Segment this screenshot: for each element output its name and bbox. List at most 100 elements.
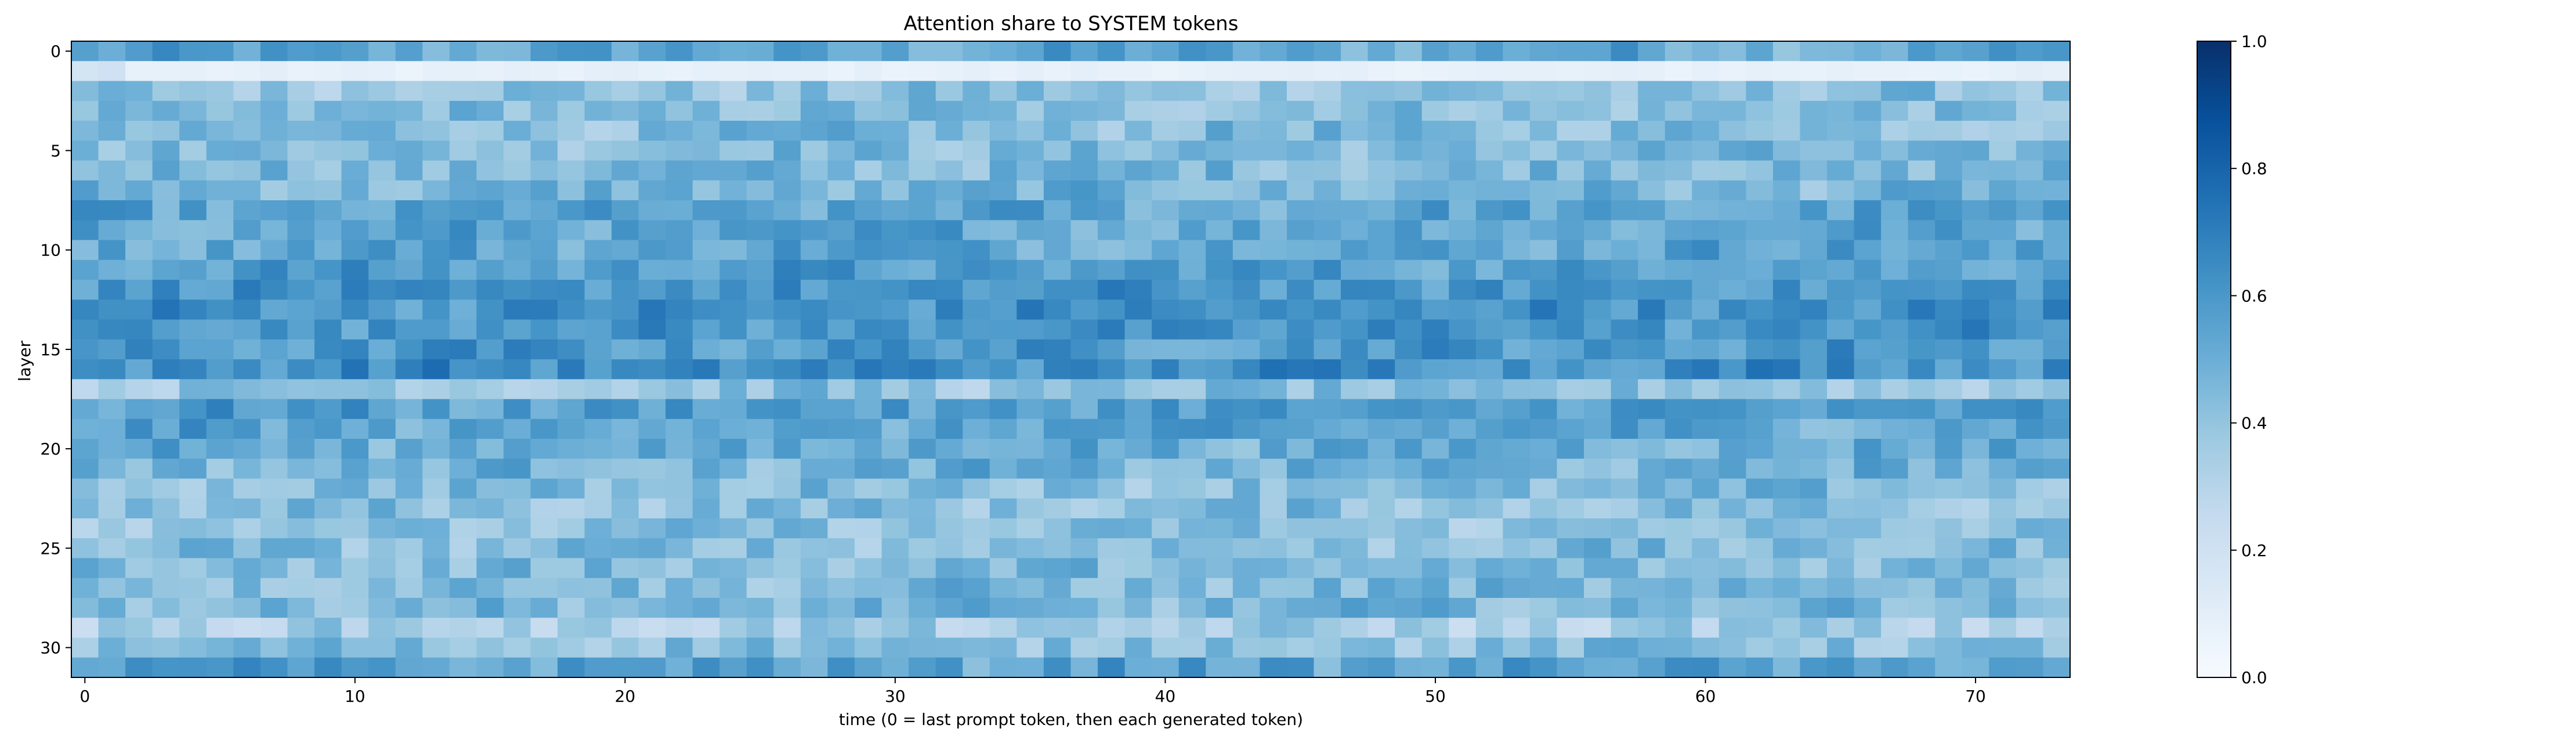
heatmap-cell xyxy=(1692,200,1720,221)
heatmap-cell xyxy=(746,180,774,201)
heatmap-cell xyxy=(1718,200,1746,221)
heatmap-cell xyxy=(1503,439,1531,459)
heatmap-cell xyxy=(1260,81,1287,102)
heatmap-cell xyxy=(963,300,990,320)
heatmap-cell xyxy=(1557,61,1584,82)
heatmap-cell xyxy=(530,300,558,320)
heatmap-cell xyxy=(557,140,585,161)
heatmap-cell xyxy=(989,558,1017,579)
heatmap-cell xyxy=(1772,637,1801,658)
heatmap-cell xyxy=(800,578,828,598)
heatmap-cell xyxy=(800,339,828,360)
heatmap-cell xyxy=(1475,180,1503,201)
heatmap-cell xyxy=(1421,419,1449,439)
heatmap-cell xyxy=(1584,618,1612,639)
heatmap-cell xyxy=(1367,160,1395,181)
heatmap-cell xyxy=(1449,498,1477,519)
heatmap-cell xyxy=(98,419,126,439)
heatmap-cell xyxy=(503,339,531,360)
heatmap-cell xyxy=(530,518,558,539)
heatmap-cell xyxy=(71,300,99,320)
heatmap-cell xyxy=(800,300,828,320)
heatmap-cell xyxy=(1367,399,1395,420)
heatmap-cell xyxy=(773,61,801,82)
heatmap-cell xyxy=(746,379,774,400)
heatmap-cell xyxy=(1260,41,1287,62)
heatmap-cell xyxy=(395,379,423,400)
heatmap-cell xyxy=(1827,339,1855,360)
heatmap-cell xyxy=(881,220,909,241)
heatmap-cell xyxy=(1854,339,1882,360)
heatmap-cell xyxy=(1529,439,1558,459)
heatmap-cell xyxy=(557,300,585,320)
heatmap-cell xyxy=(233,478,261,499)
heatmap-cell xyxy=(1881,61,1909,82)
heatmap-cell xyxy=(935,240,963,261)
heatmap-cell xyxy=(1665,61,1692,82)
heatmap-cell xyxy=(1584,100,1612,121)
heatmap-cell xyxy=(1854,637,1882,658)
heatmap-cell xyxy=(1718,379,1746,400)
heatmap-cell xyxy=(855,419,882,439)
heatmap-cell xyxy=(1421,439,1449,459)
heatmap-cell xyxy=(719,459,747,479)
heatmap-cell xyxy=(773,121,801,141)
heatmap-cell xyxy=(855,100,882,121)
heatmap-cell xyxy=(1772,180,1801,201)
heatmap-cell xyxy=(1449,598,1477,618)
heatmap-cell xyxy=(206,240,234,261)
heatmap-cell xyxy=(125,558,153,579)
heatmap-cell xyxy=(1098,121,1126,141)
heatmap-cell xyxy=(2043,598,2071,618)
heatmap-cell xyxy=(449,61,477,82)
heatmap-cell xyxy=(314,81,342,102)
heatmap-cell xyxy=(719,300,747,320)
heatmap-cell xyxy=(1557,41,1584,62)
heatmap-cell xyxy=(909,300,936,320)
heatmap-cell xyxy=(1395,498,1423,519)
heatmap-cell xyxy=(2016,379,2044,400)
heatmap-cell xyxy=(1260,319,1287,340)
heatmap-cell xyxy=(1800,578,1828,598)
heatmap-cell xyxy=(1611,439,1638,459)
heatmap-cell xyxy=(1503,419,1531,439)
heatmap-cell xyxy=(1421,399,1449,420)
heatmap-cell xyxy=(692,419,720,439)
heatmap-cell xyxy=(584,100,612,121)
heatmap-cell xyxy=(1260,598,1287,618)
heatmap-cell xyxy=(1232,160,1260,181)
heatmap-cell xyxy=(1935,121,1963,141)
heatmap-cell xyxy=(1935,61,1963,82)
heatmap-cell xyxy=(1692,637,1720,658)
heatmap-cell xyxy=(1638,379,1666,400)
heatmap-cell xyxy=(1286,558,1315,579)
heatmap-cell xyxy=(152,498,180,519)
heatmap-cell xyxy=(1341,300,1369,320)
heatmap-cell xyxy=(476,518,504,539)
colorbar-tick-label: 0.4 xyxy=(2241,414,2267,433)
heatmap-cell xyxy=(1854,498,1882,519)
heatmap-cell xyxy=(1178,81,1206,102)
heatmap-cell xyxy=(1286,399,1315,420)
heatmap-cell xyxy=(638,160,666,181)
heatmap-cell xyxy=(1557,319,1584,340)
heatmap-cell xyxy=(1152,240,1180,261)
heatmap-cell xyxy=(1178,478,1206,499)
heatmap-cell xyxy=(1043,81,1072,102)
heatmap-cells xyxy=(71,41,2071,678)
heatmap-cell xyxy=(449,339,477,360)
heatmap-cell xyxy=(1772,359,1801,380)
heatmap-cell xyxy=(1611,657,1638,678)
heatmap-cell xyxy=(1692,359,1720,380)
heatmap-cell xyxy=(1232,439,1260,459)
heatmap-cell xyxy=(1611,280,1638,300)
heatmap-cell xyxy=(1098,459,1126,479)
heatmap-cell xyxy=(963,121,990,141)
heatmap-cell xyxy=(1827,598,1855,618)
heatmap-cell xyxy=(881,240,909,261)
heatmap-cell xyxy=(1908,538,1935,559)
heatmap-cell xyxy=(1908,379,1935,400)
heatmap-cell xyxy=(584,240,612,261)
heatmap-cell xyxy=(1206,578,1233,598)
heatmap-cell xyxy=(773,339,801,360)
